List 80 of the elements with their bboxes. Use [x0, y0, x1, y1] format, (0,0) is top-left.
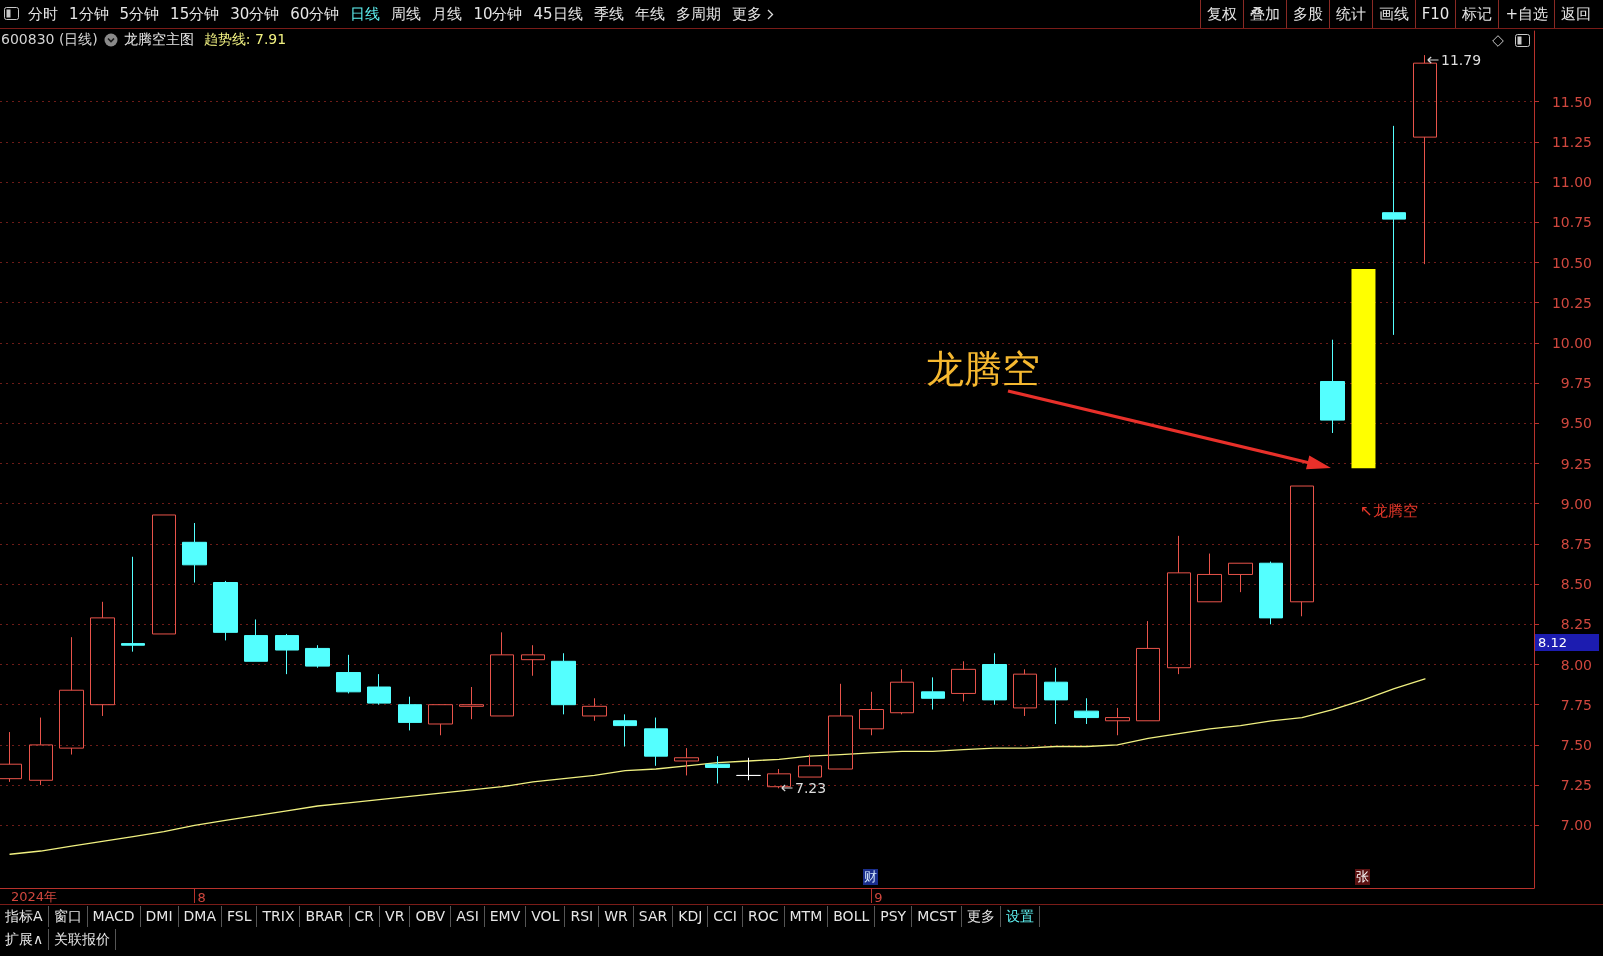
candlestick [1259, 561, 1283, 625]
candlestick [674, 747, 699, 776]
y-tick-label: 8.00 [1560, 656, 1592, 673]
y-tick-label: 11.00 [1551, 174, 1592, 191]
y-tick-label: 11.50 [1551, 93, 1592, 110]
text: 8.12 [1535, 634, 1599, 651]
y-tick-label: 10.75 [1551, 214, 1592, 231]
text: 11.79 [1441, 51, 1482, 70]
annotation: 财 [863, 869, 878, 885]
candlestick [1044, 667, 1068, 725]
y-tick-label: 9.75 [1560, 375, 1592, 392]
candlestick [213, 580, 238, 641]
candlestick [1074, 697, 1099, 725]
candlestick [121, 556, 145, 653]
candlestick [367, 673, 391, 706]
annotation: 张 [1355, 869, 1370, 885]
chart-subtitle: 龙腾空主图 [123, 31, 194, 49]
candlestick [644, 717, 668, 767]
y-tick-label: 10.00 [1551, 334, 1592, 351]
annotation: ↖龙腾空 [1360, 502, 1418, 520]
chart-title: 600830 (日线) [1, 31, 98, 49]
candlestick [459, 686, 484, 720]
text: 2024年 [11, 889, 58, 904]
candlestick [951, 660, 976, 702]
y-tick-label: 9.00 [1560, 495, 1592, 512]
candlestick [859, 691, 884, 736]
candlestick [275, 633, 299, 675]
candlestick [551, 652, 576, 715]
candlestick [736, 757, 761, 781]
y-tick-label: 8.25 [1560, 616, 1592, 633]
candlestick [1197, 553, 1222, 603]
y-tick-label: 7.25 [1560, 777, 1592, 794]
y-tick-label: 7.50 [1560, 736, 1592, 753]
x-tick-label: 9 [874, 890, 883, 905]
y-tick-label: 7.75 [1560, 696, 1592, 713]
annotation: 龙腾空 [926, 346, 1040, 392]
candlestick [982, 652, 1007, 706]
candlestick [398, 696, 422, 731]
candlestick [0, 731, 22, 783]
line-series [9, 678, 1426, 855]
candlestick [29, 717, 53, 786]
y-tick-label: 9.25 [1560, 455, 1592, 472]
candlestick [582, 697, 607, 722]
y-tick-label: 10.25 [1551, 294, 1592, 311]
candlestick [521, 644, 545, 677]
text: 趋势线: 7.91 [203, 31, 287, 49]
text: 扩展∧ 关联报价 [4, 930, 112, 949]
y-tick-label: 8.75 [1560, 535, 1592, 552]
candlestick [1228, 562, 1253, 593]
candlestick [336, 654, 361, 694]
candlestick [90, 601, 115, 717]
candlestick [1382, 125, 1406, 336]
candlestick [798, 754, 822, 778]
annotation: 7.23 [795, 779, 827, 798]
candlestick [705, 755, 730, 784]
text: 分时 1分钟 5分钟 15分钟 30分钟 60分钟 日线 周线 月线 10分钟 45日线 季线 年线 多周期 更多 [28, 4, 762, 23]
candlestick [152, 514, 176, 635]
candlestick [1290, 485, 1314, 617]
candlestick [59, 636, 84, 756]
y-tick-label: 8.50 [1560, 576, 1592, 593]
candlestick [182, 522, 207, 583]
candlestick [613, 713, 637, 748]
candlestick [1167, 535, 1191, 675]
text: 复权 叠加 多股 统计 画线 F10 标记 +自选 返回 [1206, 5, 1591, 23]
candlestick [890, 668, 914, 715]
candlestick [1105, 707, 1130, 736]
candlestick [1320, 339, 1345, 434]
candlestick [1136, 620, 1160, 722]
candlestick [490, 631, 514, 717]
candlestick [305, 644, 330, 669]
candlestick [921, 676, 945, 711]
candlestick [1013, 668, 1037, 717]
x-tick-label: 8 [197, 890, 206, 905]
y-tick-label: 10.50 [1551, 254, 1592, 271]
y-tick-label: 11.25 [1551, 133, 1592, 150]
y-tick-label: 9.50 [1560, 415, 1592, 432]
candlestick [828, 683, 853, 770]
y-tick-label: 7.00 [1560, 817, 1592, 834]
text: 指标A 窗口 MACD DMI DMA FSL TRIX BRAR CR VR OBV ASI EMV VOL RSI WR SAR KDJ CCI ROC MTM BOLL PSY MCST 更多 设置 [5, 908, 1035, 924]
candlestick [244, 618, 268, 662]
